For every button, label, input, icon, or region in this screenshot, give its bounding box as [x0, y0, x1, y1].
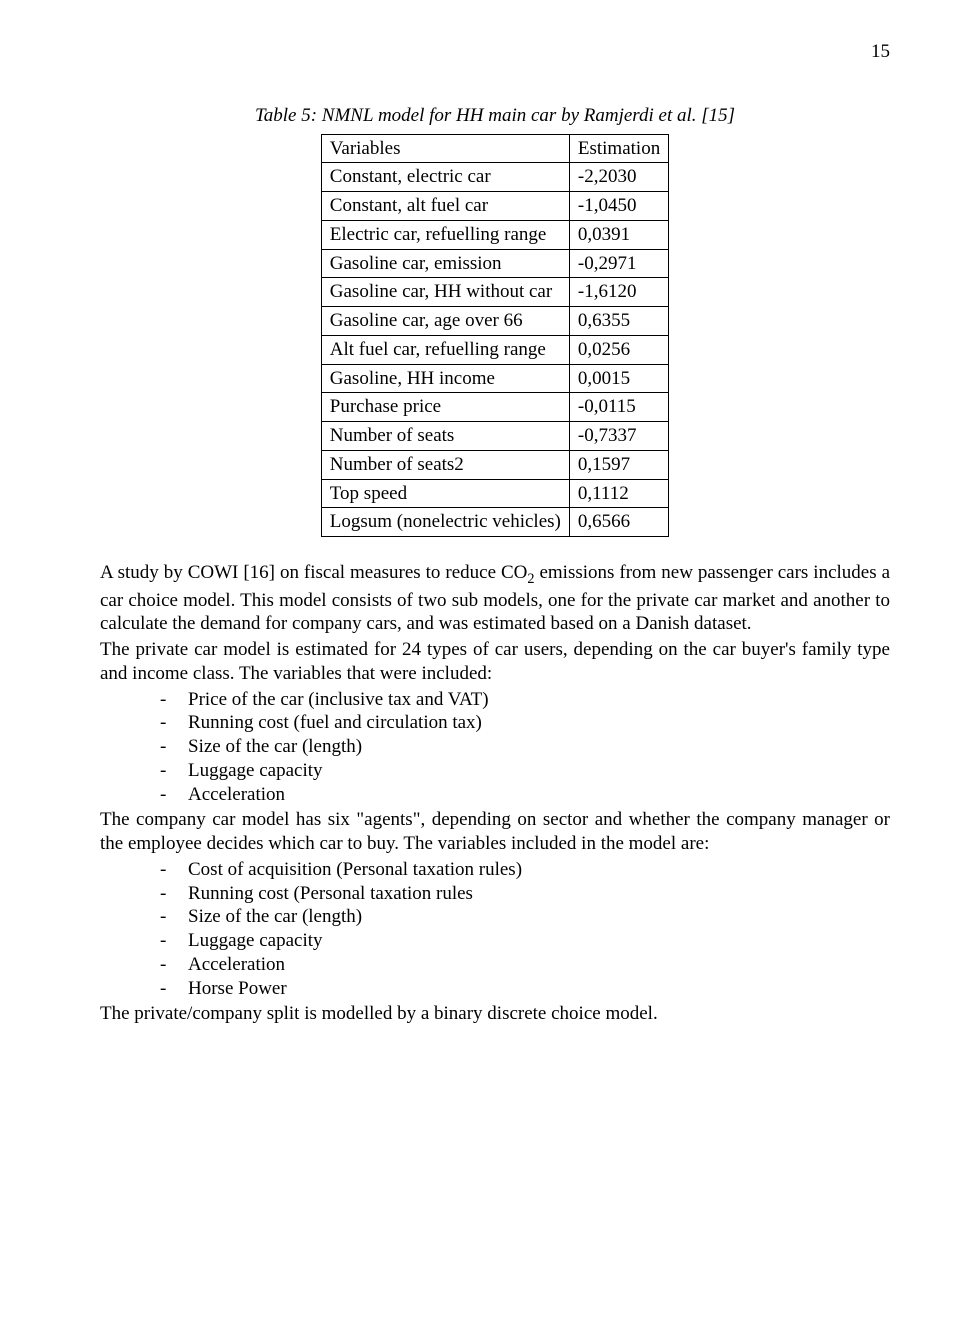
table-cell-estimation: -2,2030	[569, 163, 668, 192]
bullet-list: Cost of acquisition (Personal taxation r…	[100, 858, 890, 1001]
table-cell-estimation: -0,7337	[569, 422, 668, 451]
table-row: Purchase price-0,0115	[321, 393, 668, 422]
table-row: Gasoline car, age over 660,6355	[321, 307, 668, 336]
table-cell-estimation: -0,2971	[569, 249, 668, 278]
table-row: Constant, alt fuel car-1,0450	[321, 192, 668, 221]
table-row: Number of seats-0,7337	[321, 422, 668, 451]
table-cell-estimation: -0,0115	[569, 393, 668, 422]
data-table: Variables Estimation Constant, electric …	[321, 134, 669, 538]
table-cell-estimation: 0,6355	[569, 307, 668, 336]
table-cell-variable: Number of seats2	[321, 450, 569, 479]
page: 15 Table 5: NMNL model for HH main car b…	[0, 0, 960, 1088]
table-row: Top speed0,1112	[321, 479, 668, 508]
paragraph: The private car model is estimated for 2…	[100, 638, 890, 686]
table-header-cell: Estimation	[569, 134, 668, 163]
list-item: Size of the car (length)	[160, 905, 890, 929]
table-cell-variable: Logsum (nonelectric vehicles)	[321, 508, 569, 537]
table-cell-estimation: 0,6566	[569, 508, 668, 537]
table-row: Gasoline car, HH without car-1,6120	[321, 278, 668, 307]
table-cell-estimation: 0,0391	[569, 220, 668, 249]
table-cell-variable: Constant, electric car	[321, 163, 569, 192]
list-item: Running cost (Personal taxation rules	[160, 882, 890, 906]
table-cell-variable: Gasoline car, emission	[321, 249, 569, 278]
table-row: Constant, electric car-2,2030	[321, 163, 668, 192]
list-item: Running cost (fuel and circulation tax)	[160, 711, 890, 735]
table-header-row: Variables Estimation	[321, 134, 668, 163]
table-cell-variable: Electric car, refuelling range	[321, 220, 569, 249]
page-number: 15	[100, 40, 890, 64]
table-cell-variable: Gasoline car, HH without car	[321, 278, 569, 307]
table-row: Electric car, refuelling range0,0391	[321, 220, 668, 249]
table-cell-estimation: 0,0015	[569, 364, 668, 393]
table-row: Alt fuel car, refuelling range0,0256	[321, 335, 668, 364]
table-cell-variable: Number of seats	[321, 422, 569, 451]
table-row: Logsum (nonelectric vehicles)0,6566	[321, 508, 668, 537]
paragraph: The private/company split is modelled by…	[100, 1002, 890, 1026]
table-cell-estimation: 0,1597	[569, 450, 668, 479]
text-run: A study by COWI [16] on fiscal measures …	[100, 562, 527, 583]
list-item: Size of the car (length)	[160, 735, 890, 759]
table-row: Number of seats20,1597	[321, 450, 668, 479]
paragraph: A study by COWI [16] on fiscal measures …	[100, 561, 890, 636]
table-header-cell: Variables	[321, 134, 569, 163]
list-item: Horse Power	[160, 977, 890, 1001]
table-cell-variable: Gasoline, HH income	[321, 364, 569, 393]
table-cell-variable: Purchase price	[321, 393, 569, 422]
list-item: Price of the car (inclusive tax and VAT)	[160, 688, 890, 712]
list-item: Cost of acquisition (Personal taxation r…	[160, 858, 890, 882]
list-item: Luggage capacity	[160, 759, 890, 783]
table-cell-estimation: -1,0450	[569, 192, 668, 221]
table-cell-estimation: -1,6120	[569, 278, 668, 307]
table-cell-estimation: 0,1112	[569, 479, 668, 508]
table-cell-variable: Constant, alt fuel car	[321, 192, 569, 221]
list-item: Acceleration	[160, 783, 890, 807]
table-row: Gasoline car, emission-0,2971	[321, 249, 668, 278]
bullet-list: Price of the car (inclusive tax and VAT)…	[100, 688, 890, 807]
table-cell-variable: Alt fuel car, refuelling range	[321, 335, 569, 364]
table-caption: Table 5: NMNL model for HH main car by R…	[100, 104, 890, 128]
list-item: Luggage capacity	[160, 929, 890, 953]
paragraph: The company car model has six "agents", …	[100, 808, 890, 856]
subscript: 2	[527, 571, 534, 587]
table-cell-estimation: 0,0256	[569, 335, 668, 364]
table-cell-variable: Top speed	[321, 479, 569, 508]
list-item: Acceleration	[160, 953, 890, 977]
table-cell-variable: Gasoline car, age over 66	[321, 307, 569, 336]
table-row: Gasoline, HH income0,0015	[321, 364, 668, 393]
